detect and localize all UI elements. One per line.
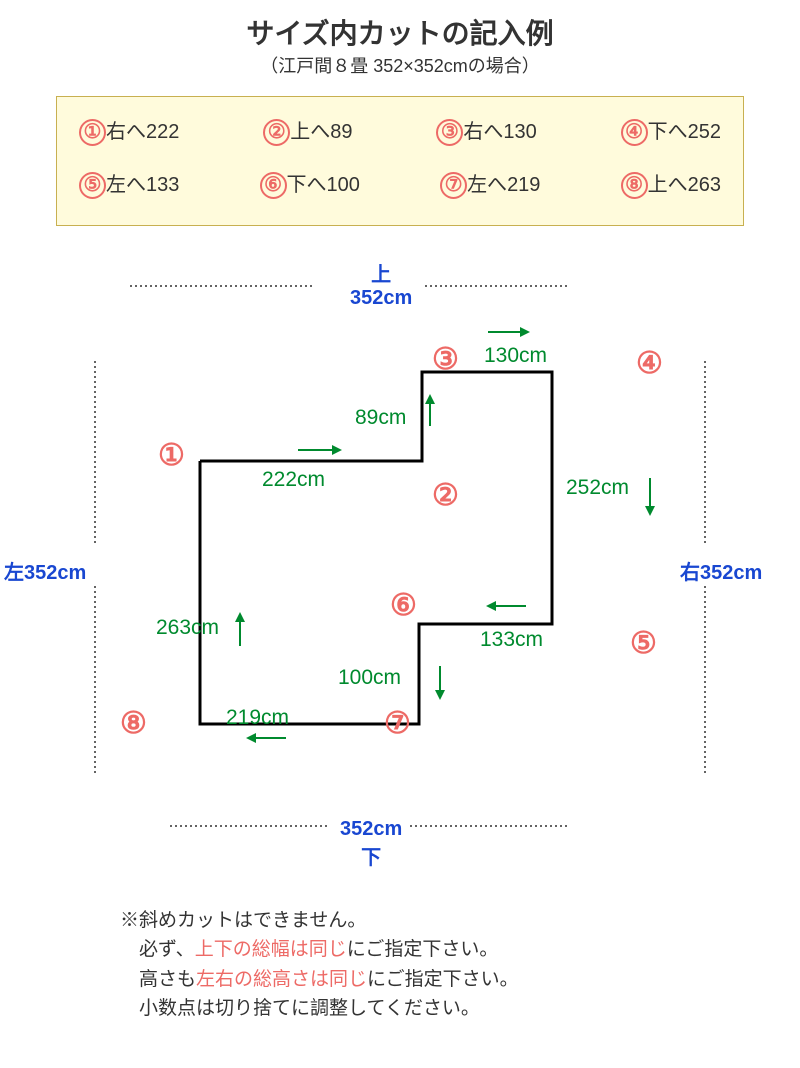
seg-1: 222cm <box>262 468 325 492</box>
seg-7: 219cm <box>226 706 289 730</box>
seg-4: 252cm <box>566 476 629 500</box>
marker-4: ④ <box>636 346 663 381</box>
step-1: ①右へ222 <box>79 115 179 146</box>
dim-bottom: 352cm 下 <box>340 818 402 870</box>
step-3: ③右へ130 <box>436 115 536 146</box>
page: サイズ内カットの記入例 （江戸間８畳 352×352cmの場合） ①右へ222 … <box>0 0 800 1044</box>
steps-row-2: ⑤左へ133 ⑥下へ100 ⑦左へ219 ⑧上へ263 <box>79 168 721 199</box>
step-5: ⑤左へ133 <box>79 168 179 199</box>
notes: ※斜めカットはできません。 必ず、上下の総幅は同じにご指定下さい。 高さも左右の… <box>0 906 800 1044</box>
steps-box: ①右へ222 ②上へ89 ③右へ130 ④下へ252 ⑤左へ133 ⑥下へ100… <box>56 96 744 226</box>
title: サイズ内カットの記入例 <box>0 0 800 52</box>
seg-8: 263cm <box>156 616 219 640</box>
subtitle: （江戸間８畳 352×352cmの場合） <box>0 52 800 78</box>
marker-2: ② <box>432 478 459 513</box>
marker-7: ⑦ <box>384 706 411 741</box>
marker-8: ⑧ <box>120 706 147 741</box>
seg-6: 100cm <box>338 666 401 690</box>
seg-5: 133cm <box>480 628 543 652</box>
step-4: ④下へ252 <box>621 115 721 146</box>
step-7: ⑦左へ219 <box>440 168 540 199</box>
step-2: ②上へ89 <box>263 115 352 146</box>
marker-5: ⑤ <box>630 626 657 661</box>
note-2: 必ず、上下の総幅は同じにご指定下さい。 <box>120 935 800 964</box>
step-8: ⑧上へ263 <box>621 168 721 199</box>
note-3: 高さも左右の総高さは同じにご指定下さい。 <box>120 965 800 994</box>
dim-left: 左352cm <box>4 556 86 585</box>
step-6: ⑥下へ100 <box>260 168 360 199</box>
marker-6: ⑥ <box>390 588 417 623</box>
note-1: ※斜めカットはできません。 <box>120 906 800 935</box>
marker-1: ① <box>158 438 185 473</box>
steps-row-1: ①右へ222 ②上へ89 ③右へ130 ④下へ252 <box>79 115 721 146</box>
note-4: 小数点は切り捨てに調整してください。 <box>120 994 800 1023</box>
dim-top: 上 352cm <box>350 258 412 310</box>
marker-3: ③ <box>432 342 459 377</box>
diagram: 上 352cm 352cm 下 左352cm 右352cm ① ② ③ ④ ⑤ … <box>0 246 800 906</box>
seg-2: 89cm <box>355 406 406 430</box>
dim-right: 右352cm <box>680 556 762 585</box>
seg-3: 130cm <box>484 344 547 368</box>
